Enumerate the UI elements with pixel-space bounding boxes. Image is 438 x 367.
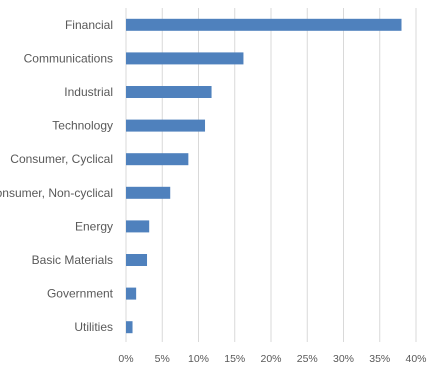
category-label: Basic Materials <box>32 253 113 267</box>
bar <box>126 220 150 233</box>
bar <box>126 86 212 98</box>
bar <box>126 254 148 266</box>
x-tick-label: 20% <box>260 353 281 365</box>
category-label: Consumer, Non-cyclical <box>0 186 113 200</box>
x-tick-label: 10% <box>188 353 209 365</box>
bar <box>126 287 137 300</box>
category-label: Financial <box>65 18 113 32</box>
x-tick-label: 40% <box>405 353 426 365</box>
category-label: Government <box>47 287 114 301</box>
x-tick-label: 15% <box>224 353 245 365</box>
category-label: Industrial <box>64 85 113 99</box>
x-tick-label: 30% <box>333 353 354 365</box>
bar <box>126 18 402 31</box>
x-tick-label: 25% <box>297 353 318 365</box>
bar <box>126 119 206 132</box>
category-label: Technology <box>52 119 113 133</box>
bar <box>126 52 244 65</box>
bar <box>126 186 171 199</box>
bar <box>126 321 133 334</box>
bar <box>126 153 189 166</box>
category-labels: Financial Communications Industrial Technol… <box>0 18 114 334</box>
x-tick-label: 35% <box>369 353 390 365</box>
category-label: Consumer, Cyclical <box>10 152 113 166</box>
x-tick-label: 0% <box>118 353 133 365</box>
category-label: Energy <box>75 219 113 233</box>
x-tick-label: 5% <box>155 353 170 365</box>
bars <box>126 18 402 334</box>
x-axis-tick-labels: 0% 5% 10% 15% 20% 25% 30% 35% 40% <box>118 353 426 365</box>
category-label: Utilities <box>74 320 113 334</box>
category-label: Communications <box>24 51 113 65</box>
